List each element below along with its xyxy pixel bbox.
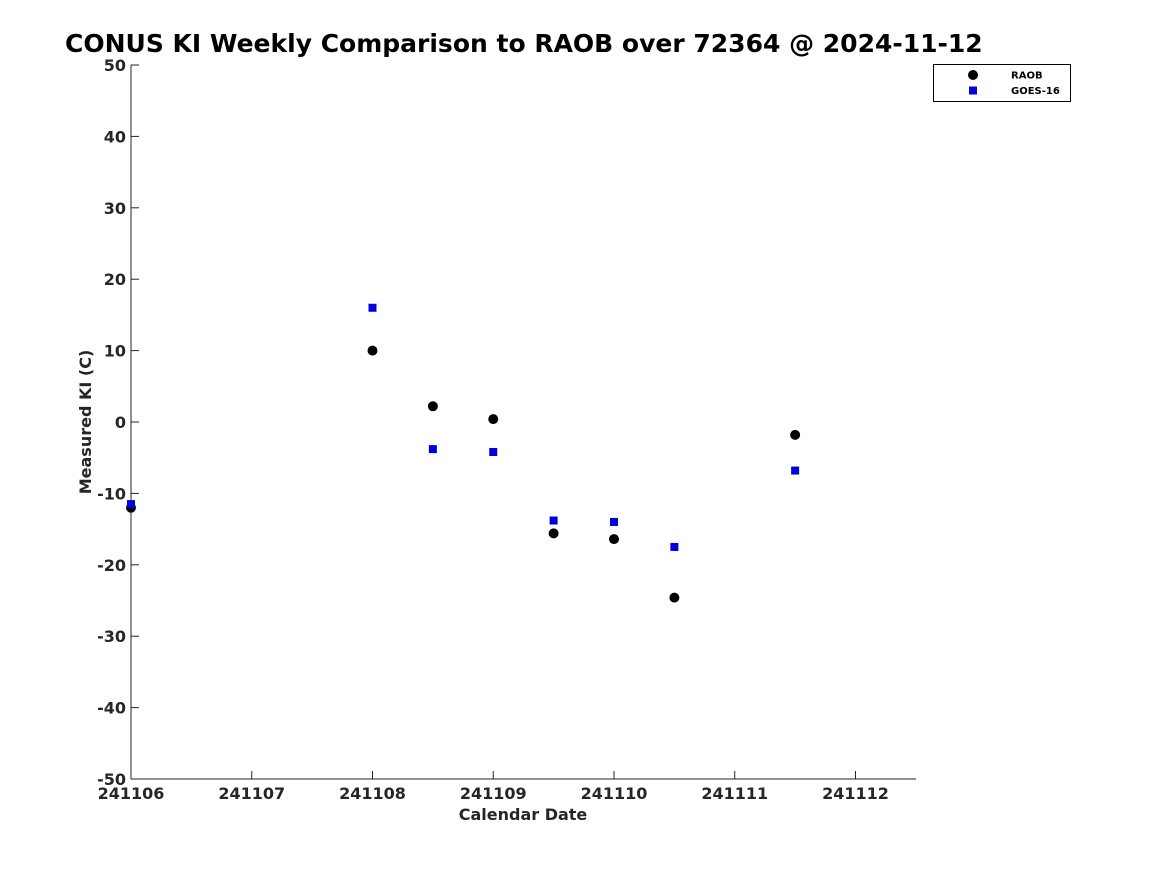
- x-tick-label: 241108: [339, 784, 406, 803]
- raob-point: [548, 528, 559, 539]
- raob-point: [427, 401, 438, 412]
- goes16-point: [489, 447, 498, 456]
- goes16-point: [127, 500, 135, 509]
- y-tick-label: -20: [97, 556, 126, 575]
- goes16-point: [610, 517, 618, 526]
- raob-point: [669, 592, 680, 603]
- legend-goes16-marker: [969, 86, 977, 95]
- y-tick-label: -50: [97, 770, 126, 789]
- legend: RAOB GOES-16: [933, 64, 1071, 102]
- x-axis-label: Calendar Date: [459, 805, 588, 824]
- y-tick-label: 0: [115, 413, 126, 432]
- x-tick-label: 241107: [218, 784, 285, 803]
- y-axis-label: Measured KI (C): [76, 350, 95, 495]
- x-tick-label: 241111: [701, 784, 768, 803]
- y-tick-label: -10: [97, 484, 126, 503]
- legend-label: RAOB: [1011, 71, 1043, 82]
- chart-title: CONUS KI Weekly Comparison to RAOB over …: [65, 29, 983, 58]
- y-tick-label: 30: [104, 199, 126, 218]
- goes16-point: [791, 466, 800, 475]
- x-tick-label: 241110: [581, 784, 648, 803]
- y-tick-label: 40: [104, 127, 126, 146]
- y-tick-label: 20: [104, 270, 126, 289]
- raob-point: [609, 534, 619, 545]
- goes16-point: [428, 445, 437, 454]
- y-tick-label: -30: [97, 627, 126, 646]
- y-tick-label: -40: [97, 699, 126, 718]
- data-marks: [126, 303, 801, 603]
- x-tick-label: 241106: [98, 784, 165, 803]
- x-tick-label: 241109: [460, 784, 527, 803]
- raob-point: [367, 345, 378, 356]
- legend-label: GOES-16: [1011, 86, 1060, 97]
- x-tick-label: 241112: [822, 784, 889, 803]
- raob-point: [790, 429, 801, 440]
- raob-point: [488, 414, 499, 425]
- y-tick-label: 50: [104, 56, 126, 75]
- goes16-point: [670, 542, 679, 551]
- legend-box: [933, 64, 1071, 102]
- goes16-point: [549, 516, 558, 525]
- y-tick-label: 10: [104, 342, 126, 361]
- goes16-point: [368, 303, 377, 312]
- legend-raob-marker: [968, 70, 978, 80]
